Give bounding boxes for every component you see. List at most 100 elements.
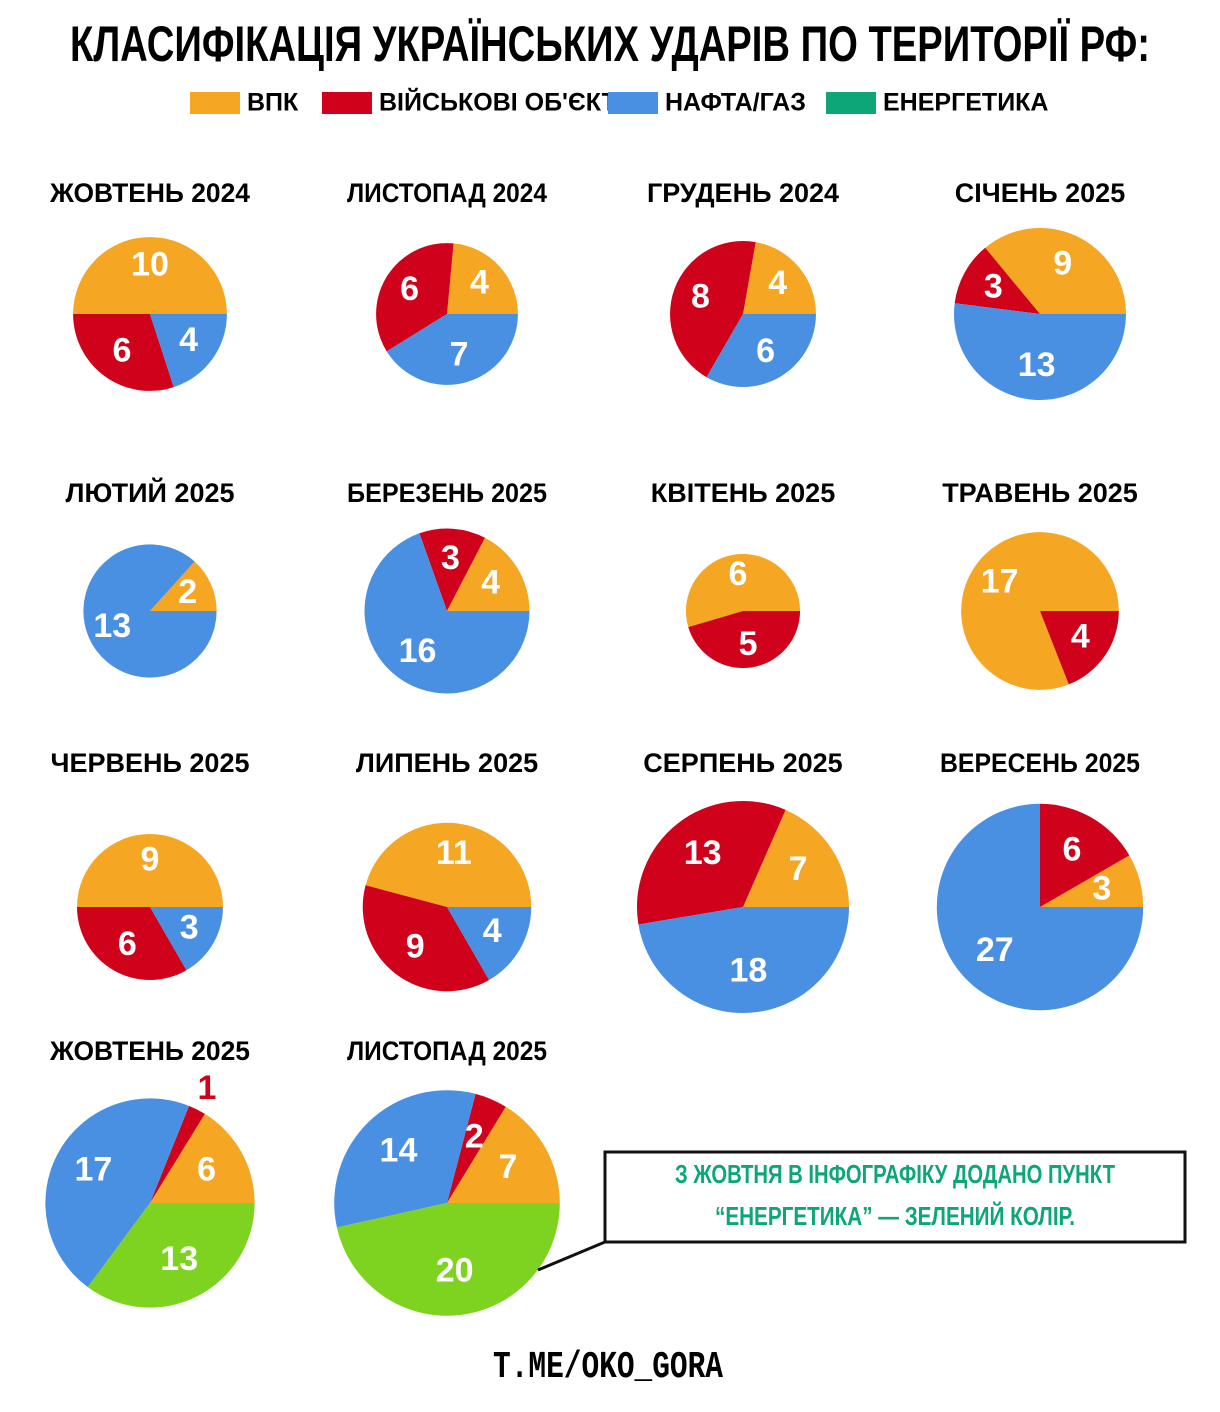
slice-label: 14 bbox=[380, 1132, 418, 1170]
pie-slice bbox=[1040, 611, 1119, 685]
slice-label: 4 bbox=[470, 263, 489, 301]
pie-slice bbox=[376, 243, 454, 352]
pie-title: ЧЕРВЕНЬ 2025 bbox=[51, 748, 250, 778]
slice-label: 11 bbox=[436, 834, 472, 872]
pie-title: ЛИСТОПАД 2025 bbox=[347, 1036, 547, 1066]
pie-title: ВЕРЕСЕНЬ 2025 bbox=[940, 748, 1140, 778]
slice-label: 13 bbox=[160, 1240, 198, 1278]
slice-label: 17 bbox=[981, 562, 1019, 600]
slice-label: 7 bbox=[450, 335, 469, 373]
note-box bbox=[603, 1150, 1187, 1244]
slice-label: 6 bbox=[400, 270, 419, 308]
pie-slice bbox=[336, 1203, 560, 1316]
slice-label: 6 bbox=[113, 332, 132, 370]
slice-label: 4 bbox=[1071, 618, 1090, 656]
slice-label: 7 bbox=[499, 1148, 518, 1186]
pie-slice bbox=[743, 809, 850, 907]
pie-slice bbox=[670, 241, 756, 378]
slice-label: 9 bbox=[1053, 245, 1072, 283]
pie-slice bbox=[447, 1106, 560, 1203]
slice-label: 9 bbox=[141, 841, 160, 879]
pie-slice bbox=[636, 800, 786, 925]
pie-slice bbox=[365, 822, 532, 907]
pie-title: КВІТЕНЬ 2025 bbox=[651, 478, 835, 508]
pie-title: ЖОВТЕНЬ 2024 bbox=[49, 178, 250, 208]
pie-slice bbox=[73, 237, 227, 314]
slice-label: 10 bbox=[131, 245, 169, 283]
footer: T.ME/OKO_GORA bbox=[493, 1346, 723, 1389]
legend-label: ВІЙСЬКОВІ ОБ'ЄКТИ bbox=[379, 87, 635, 117]
pie-slice bbox=[362, 885, 490, 992]
pie-title: БЕРЕЗЕНЬ 2025 bbox=[347, 478, 547, 508]
slice-label: 6 bbox=[118, 925, 137, 963]
pie-slice bbox=[447, 907, 532, 980]
pie-slice bbox=[953, 303, 1126, 401]
pie-slice bbox=[688, 611, 801, 669]
note-line: З ЖОВТНЯ В ІНФОГРАФІКУ ДОДАНО ПУНКТ bbox=[675, 1159, 1115, 1189]
pie-slice bbox=[985, 227, 1126, 314]
pie-slice bbox=[936, 803, 1144, 1011]
pie-slice bbox=[150, 907, 223, 971]
pie-slice bbox=[150, 1113, 255, 1203]
pie-slice bbox=[77, 834, 223, 907]
slice-label: 1 bbox=[198, 1069, 217, 1107]
slice-label: 6 bbox=[1063, 831, 1082, 869]
slice-label: 3 bbox=[1092, 869, 1111, 907]
pie-slice bbox=[364, 533, 530, 694]
pie-slice bbox=[638, 907, 850, 1014]
slice-label: 17 bbox=[74, 1150, 112, 1188]
pie-title: ЖОВТЕНЬ 2025 bbox=[49, 1036, 250, 1066]
pie-slice bbox=[334, 1090, 476, 1228]
pie-slice bbox=[419, 528, 485, 611]
slice-label: 4 bbox=[481, 563, 500, 601]
legend-swatch bbox=[826, 92, 876, 114]
slice-label: 6 bbox=[756, 332, 775, 370]
slice-label: 3 bbox=[984, 267, 1003, 305]
note-pointer bbox=[537, 1240, 606, 1272]
pie-slice bbox=[87, 1203, 255, 1308]
slice-label: 13 bbox=[93, 607, 131, 645]
slice-label: 2 bbox=[465, 1118, 484, 1156]
pie-slice bbox=[150, 314, 227, 388]
pie-slice bbox=[1040, 855, 1144, 907]
slice-label: 6 bbox=[197, 1150, 216, 1188]
slice-label: 18 bbox=[730, 951, 768, 989]
pie-slice bbox=[685, 553, 801, 628]
slice-label: 4 bbox=[768, 264, 787, 302]
pie-slice bbox=[1040, 803, 1130, 907]
pie-slice bbox=[150, 561, 217, 611]
pie-title: ЛИПЕНЬ 2025 bbox=[356, 748, 538, 778]
slice-label: 8 bbox=[691, 278, 710, 316]
slice-label: 6 bbox=[729, 555, 748, 593]
pie-slice bbox=[45, 1098, 190, 1288]
slice-label: 7 bbox=[789, 850, 808, 888]
pie-title: СЕРПЕНЬ 2025 bbox=[643, 748, 842, 778]
pie-slice bbox=[386, 314, 518, 385]
note-line: “ЕНЕРГЕТИКА” — ЗЕЛЕНИЙ КОЛІР. bbox=[715, 1201, 1075, 1231]
main-title: КЛАСИФІКАЦІЯ УКРАЇНСЬКИХ УДАРІВ ПО ТЕРИТ… bbox=[70, 16, 1150, 72]
pie-title: ЛЮТИЙ 2025 bbox=[66, 477, 235, 508]
pie-slice bbox=[73, 314, 174, 391]
slice-label: 9 bbox=[406, 927, 425, 965]
slice-label: 3 bbox=[441, 539, 460, 577]
pie-title: ТРАВЕНЬ 2025 bbox=[942, 478, 1138, 508]
pie-slice bbox=[77, 907, 187, 980]
pie-slice bbox=[706, 314, 816, 387]
pie-title: ЛИСТОПАД 2024 bbox=[347, 178, 547, 208]
slice-label: 5 bbox=[739, 625, 758, 663]
pie-slice bbox=[447, 1093, 506, 1203]
pie-title: СІЧЕНЬ 2025 bbox=[955, 178, 1125, 208]
pie-title: ГРУДЕНЬ 2024 bbox=[647, 178, 839, 208]
pie-slice bbox=[447, 243, 518, 314]
pie-slice bbox=[447, 537, 530, 611]
pie-slice bbox=[150, 1105, 205, 1203]
slice-label: 16 bbox=[399, 632, 437, 670]
slice-label: 3 bbox=[180, 909, 199, 947]
pie-slice bbox=[83, 544, 217, 678]
slice-label: 4 bbox=[179, 321, 198, 359]
legend-swatch bbox=[322, 92, 372, 114]
slice-label: 2 bbox=[178, 573, 197, 611]
slice-label: 13 bbox=[1018, 346, 1056, 384]
legend-label: НАФТА/ГАЗ bbox=[665, 89, 806, 117]
